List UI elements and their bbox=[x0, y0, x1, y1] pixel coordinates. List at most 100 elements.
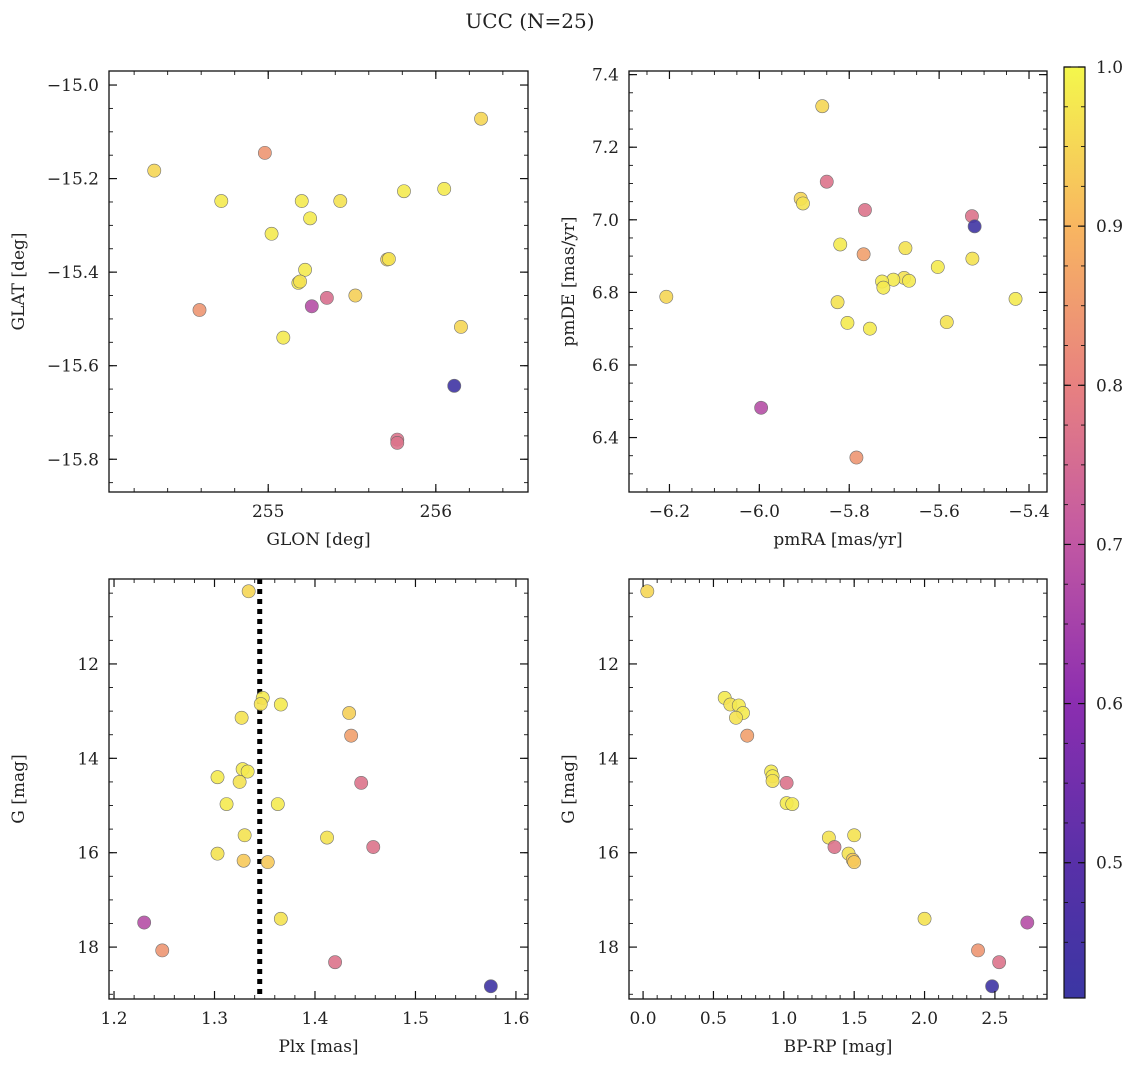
x-tick-label: −6.0 bbox=[739, 502, 780, 522]
x-tick-label: −5.4 bbox=[1008, 502, 1049, 522]
y-tick-label: −15.0 bbox=[47, 76, 99, 96]
data-point bbox=[294, 194, 309, 208]
x-axis-label: GLON [deg] bbox=[266, 530, 370, 550]
data-point bbox=[765, 774, 780, 788]
y-tick-label: 6.6 bbox=[592, 356, 619, 376]
data-point bbox=[876, 280, 891, 295]
data-point bbox=[333, 194, 348, 208]
x-tick-label: 255 bbox=[252, 502, 284, 522]
data-point bbox=[454, 319, 468, 334]
x-tick-label: 2.5 bbox=[981, 1009, 1008, 1029]
panel-glon-glat: 255 256 −15.0 −15.2 −15.4 −15.6 −15.8 GLON [deg… bbox=[9, 70, 529, 550]
colorbar-tick-label: 0.7 bbox=[1096, 535, 1123, 555]
data-point bbox=[740, 728, 755, 743]
data-point bbox=[474, 111, 488, 126]
panel-plx-g: 1.2 1.3 1.4 1.5 1.6 12 14 16 18 Plx [mas] G [mag] bbox=[9, 578, 529, 1057]
data-point bbox=[985, 979, 1000, 994]
data-point bbox=[902, 273, 916, 288]
data-point bbox=[270, 797, 285, 812]
x-axis-label: Plx [mas] bbox=[278, 1037, 358, 1057]
data-point bbox=[232, 775, 247, 789]
x-tick-label: 0.0 bbox=[630, 1009, 657, 1029]
colorbar-tick-label: 1.0 bbox=[1096, 58, 1123, 78]
data-point bbox=[210, 770, 225, 785]
data-point bbox=[815, 99, 830, 114]
data-point bbox=[253, 697, 268, 711]
y-tick-label: 16 bbox=[597, 844, 619, 864]
axes-frame bbox=[108, 70, 529, 493]
data-point bbox=[830, 295, 845, 310]
data-point bbox=[1020, 915, 1035, 930]
data-point bbox=[856, 247, 871, 262]
data-point bbox=[967, 219, 982, 234]
data-point bbox=[847, 855, 862, 870]
points bbox=[137, 584, 498, 994]
colorbar-tick-label: 0.8 bbox=[1096, 376, 1123, 396]
data-point bbox=[214, 194, 229, 208]
data-point bbox=[273, 911, 288, 926]
data-point bbox=[930, 260, 945, 274]
data-point bbox=[819, 174, 834, 189]
data-point bbox=[917, 911, 932, 926]
data-point bbox=[257, 145, 272, 160]
data-point bbox=[437, 181, 452, 196]
data-point bbox=[237, 828, 252, 843]
data-point bbox=[354, 775, 369, 790]
data-point bbox=[240, 764, 255, 779]
y-tick-label: −15.8 bbox=[47, 450, 99, 470]
y-tick-label: 6.4 bbox=[592, 429, 619, 449]
data-point bbox=[304, 299, 319, 314]
points bbox=[147, 111, 488, 450]
data-point bbox=[840, 315, 855, 330]
x-tick-label: −6.2 bbox=[649, 502, 690, 522]
data-point bbox=[833, 237, 848, 252]
y-axis-label: G [mag] bbox=[559, 754, 579, 823]
data-point bbox=[273, 697, 288, 712]
data-point bbox=[659, 289, 674, 304]
data-point bbox=[640, 584, 655, 599]
data-point bbox=[147, 163, 162, 178]
data-point bbox=[447, 378, 462, 393]
x-tick-label: 1.2 bbox=[101, 1009, 128, 1029]
y-tick-label: 14 bbox=[597, 749, 619, 769]
x-tick-label: 1.5 bbox=[402, 1009, 429, 1029]
x-tick-label: 1.5 bbox=[841, 1009, 868, 1029]
data-point bbox=[483, 979, 498, 994]
data-point bbox=[847, 828, 862, 843]
colorbar: 0.5 0.6 0.7 0.8 0.9 1.0 bbox=[1063, 58, 1123, 999]
x-tick-label: 1.6 bbox=[502, 1009, 529, 1029]
axes-frame bbox=[108, 578, 529, 1000]
panels: 255 256 −15.0 −15.2 −15.4 −15.6 −15.8 GLON [deg… bbox=[9, 66, 1050, 1057]
y-axis-label: pmDE [mas/yr] bbox=[559, 216, 579, 346]
data-point bbox=[779, 775, 794, 790]
colorbar-tick-label: 0.9 bbox=[1096, 217, 1123, 237]
data-point bbox=[785, 797, 800, 812]
points bbox=[640, 584, 1035, 994]
panel-pmra-pmde: −6.2 −6.0 −5.8 −5.6 −5.4 6.4 6.6 6.8 7.0 7.2 7.4 pm… bbox=[559, 66, 1050, 550]
x-tick-label: −5.6 bbox=[918, 502, 959, 522]
points bbox=[659, 99, 1023, 465]
x-axis-label: pmRA [mas/yr] bbox=[773, 530, 902, 550]
data-point bbox=[939, 315, 954, 330]
data-point bbox=[210, 846, 225, 861]
data-point bbox=[397, 184, 411, 199]
colorbar-tick-label: 0.5 bbox=[1096, 854, 1123, 874]
data-point bbox=[1008, 292, 1023, 306]
x-tick-label: 1.3 bbox=[201, 1009, 228, 1029]
panel-bprp-g: 0.0 0.5 1.0 1.5 2.0 2.5 12 14 16 18 BP-RP [mag] G [… bbox=[559, 578, 1048, 1057]
y-tick-label: 18 bbox=[77, 938, 99, 958]
data-point bbox=[858, 203, 872, 217]
data-point bbox=[366, 840, 381, 854]
y-tick-label: 16 bbox=[77, 844, 99, 864]
data-point bbox=[260, 855, 275, 870]
data-point bbox=[264, 226, 279, 241]
data-point bbox=[348, 288, 363, 303]
data-point bbox=[754, 400, 769, 415]
y-axis-label: G [mag] bbox=[9, 754, 29, 823]
y-tick-label: −15.4 bbox=[47, 263, 99, 283]
y-tick-label: 12 bbox=[597, 655, 619, 675]
data-point bbox=[276, 330, 291, 345]
data-point bbox=[137, 915, 152, 930]
data-point bbox=[863, 321, 877, 336]
